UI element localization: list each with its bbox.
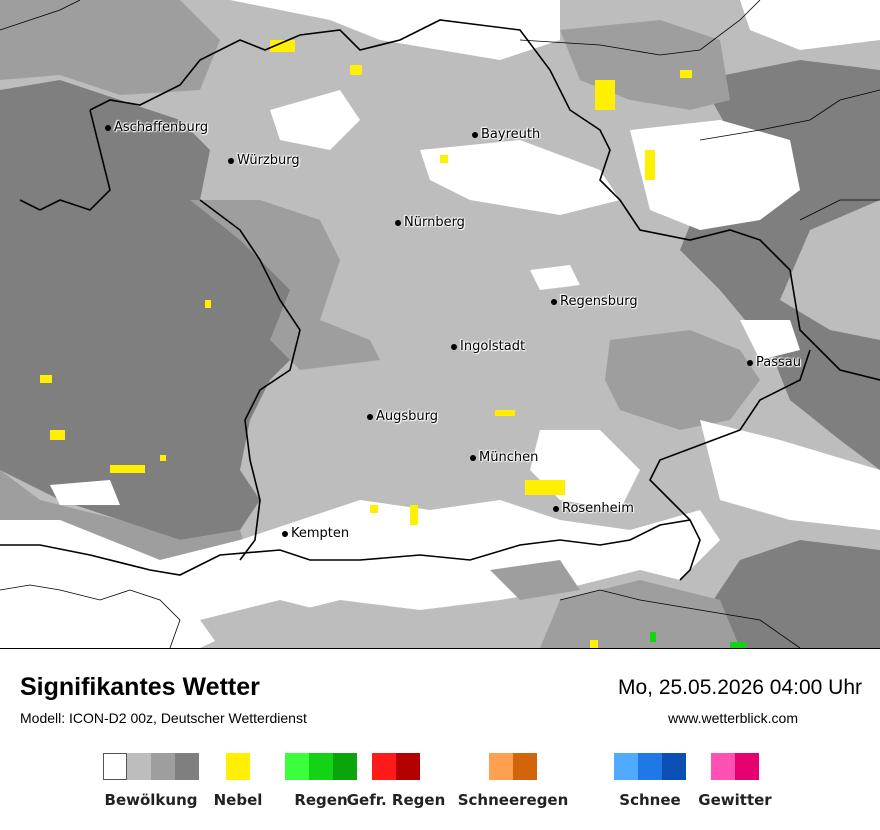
legend-swatches	[489, 753, 537, 780]
city-marker-icon	[105, 125, 111, 131]
cloud-mid-west2	[190, 200, 380, 370]
cloud-white-kempten	[50, 480, 120, 505]
map-canvas	[0, 0, 880, 648]
city-marker-icon	[747, 360, 753, 366]
city-label: Würzburg	[237, 153, 300, 168]
cloud-white-nortwest	[740, 0, 880, 50]
city-marker-icon	[451, 344, 457, 350]
legend-swatch	[127, 753, 151, 780]
website-link[interactable]: www.wetterblick.com	[668, 710, 798, 726]
cloud-mid-south	[540, 580, 740, 648]
legend-swatches	[103, 753, 199, 780]
rain-areas	[650, 632, 746, 648]
city-label: München	[479, 450, 539, 465]
cloud-white-upperfranconia	[420, 140, 620, 215]
cloud-dark-southeast	[700, 540, 880, 648]
fog-areas	[40, 40, 692, 648]
cloud-white-regensburg	[530, 265, 580, 290]
city-marker-icon	[472, 132, 478, 138]
city-label: Augsburg	[376, 409, 439, 424]
legend-swatch	[151, 753, 175, 780]
city-label: Rosenheim	[562, 501, 634, 516]
legend-swatch	[372, 753, 396, 780]
footer-panel: Signifikantes Wetter Modell: ICON-D2 00z…	[0, 649, 880, 830]
border-thin-2	[0, 584, 181, 648]
legend-swatch	[175, 753, 199, 780]
legend-label: Schnee	[619, 791, 681, 809]
cloud-white-alps	[0, 500, 720, 648]
legend-swatch	[489, 753, 513, 780]
cloud-grey-alps	[200, 600, 340, 648]
border-alps	[0, 519, 701, 581]
border-east	[649, 349, 811, 521]
legend-label: Schneeregen	[457, 791, 569, 809]
legend-swatch	[396, 753, 420, 780]
legend-swatch	[513, 753, 537, 780]
legend-label: Regen	[294, 791, 348, 809]
legend-fog: Nebel	[214, 753, 262, 809]
legend-swatch	[309, 753, 333, 780]
legend-label: Gefr. Regen	[346, 791, 446, 809]
city-marker-icon	[551, 299, 557, 305]
city-label: Kempten	[291, 526, 350, 541]
legend-label: Gewitter	[698, 791, 772, 809]
legend-rain: Regen	[285, 753, 357, 809]
city-label: Ingolstadt	[460, 339, 526, 354]
border-bavaria-west	[19, 109, 301, 561]
legend-swatches	[614, 753, 686, 780]
legend-clouds: Bewölkung	[103, 753, 199, 809]
legend-swatch	[735, 753, 759, 780]
model-info: Modell: ICON-D2 00z, Deutscher Wetterdie…	[20, 710, 307, 726]
legend-freezing-rain: Gefr. Regen	[347, 753, 445, 809]
cloud-white-franconia	[270, 90, 360, 150]
city-marker-icon	[470, 455, 476, 461]
cloud-white-southeast	[700, 420, 880, 530]
cloud-white-upperpalatinate	[630, 120, 800, 230]
border-bavaria	[89, 19, 880, 381]
legend-sleet: Schneeregen	[458, 753, 568, 809]
legend-label: Nebel	[213, 791, 263, 809]
legend-thunderstorm: Gewitter	[698, 753, 772, 809]
city-label: Passau	[756, 355, 801, 370]
cloud-grey-alps2	[490, 560, 580, 600]
legend-swatch	[662, 753, 686, 780]
legend-snow: Schnee	[614, 753, 686, 809]
legend-swatch	[226, 753, 250, 780]
cloud-mid-east	[605, 330, 760, 430]
legend-swatches	[285, 753, 357, 780]
city-label: Aschaffenburg	[114, 120, 209, 135]
legend-swatch	[103, 753, 127, 780]
city-label: Nürnberg	[404, 215, 465, 230]
city-label: Regensburg	[560, 294, 638, 309]
legend-swatch	[638, 753, 662, 780]
legend-swatches	[711, 753, 759, 780]
weather-map: Aschaffenburg Würzburg Bayreuth Nürnberg…	[0, 0, 880, 649]
cloud-white-north	[230, 0, 560, 60]
border-thin-1	[0, 0, 880, 648]
city-marker-icon	[553, 506, 559, 512]
city-marker-icon	[228, 158, 234, 164]
legend-swatch	[333, 753, 357, 780]
legend-swatches	[372, 753, 420, 780]
cloud-dark-west	[0, 80, 310, 540]
legend-swatch	[614, 753, 638, 780]
legend-swatch	[711, 753, 735, 780]
legend-label: Bewölkung	[104, 791, 198, 809]
city-marker-icon	[395, 220, 401, 226]
legend-swatches	[226, 753, 250, 780]
city-marker-icon	[367, 414, 373, 420]
city-label: Bayreuth	[481, 127, 541, 142]
forecast-datetime: Mo, 25.05.2026 04:00 Uhr	[617, 676, 862, 699]
page-title: Signifikantes Wetter	[20, 673, 260, 701]
city-marker-icon	[282, 531, 288, 537]
cloud-mid-north	[0, 0, 220, 95]
legend-swatch	[285, 753, 309, 780]
cloud-white-passau	[740, 320, 800, 360]
